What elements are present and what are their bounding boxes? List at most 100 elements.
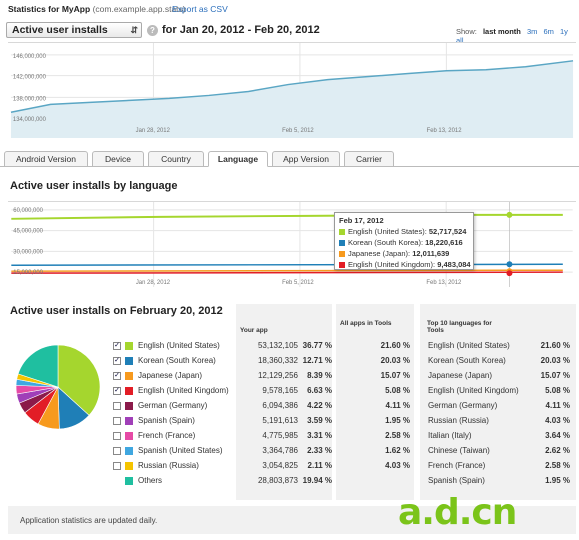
- language-name: English (United Kingdom): [138, 386, 229, 395]
- pie-slice: [17, 344, 59, 388]
- row-checkbox[interactable]: [113, 402, 121, 410]
- time-range-options: Show: last month 3m 6m 1y all: [452, 27, 579, 45]
- range-6m[interactable]: 6m: [543, 27, 554, 36]
- table-row: Others 28,803,873 19.94 %: [113, 474, 413, 489]
- range-all[interactable]: all: [456, 36, 464, 45]
- all-apps-percent: 15.07 %: [380, 371, 410, 380]
- language-percent: 21.60 %: [540, 341, 570, 350]
- row-checkbox[interactable]: [113, 462, 121, 470]
- x-tick: Jan 28, 2012: [136, 280, 170, 286]
- install-percent: 2.33 %: [307, 446, 332, 455]
- color-swatch: [125, 387, 133, 395]
- tab-app-version[interactable]: App Version: [272, 151, 340, 167]
- date-range: for Jan 20, 2012 - Feb 20, 2012: [162, 24, 320, 36]
- tooltip-row: Korean (South Korea): 18,220,616: [339, 237, 469, 248]
- top10-row: German (Germany) 4.11 %: [428, 399, 572, 414]
- install-count: 28,803,873: [257, 476, 298, 485]
- tab-language[interactable]: Language: [208, 151, 268, 167]
- page-title: Statistics for MyApp (com.example.app.st…: [8, 4, 186, 14]
- language-percent: 15.07 %: [540, 371, 570, 380]
- table-row: ✓ English (United States) 53,132,105 36.77 …: [113, 339, 413, 354]
- color-swatch: [125, 432, 133, 440]
- help-icon[interactable]: ?: [147, 25, 158, 36]
- top10-row: English (United States) 21.60 %: [428, 339, 572, 354]
- color-swatch: [125, 372, 133, 380]
- export-csv-link[interactable]: Export as CSV: [172, 4, 228, 14]
- all-apps-percent: 2.58 %: [385, 431, 410, 440]
- color-swatch: [125, 402, 133, 410]
- table-row: French (France) 4,775,985 3.31 % 2.58 %: [113, 429, 413, 444]
- install-percent: 3.59 %: [307, 416, 332, 425]
- install-percent: 8.39 %: [307, 371, 332, 380]
- all-apps-percent: 20.03 %: [380, 356, 410, 365]
- range-last-month[interactable]: last month: [482, 27, 521, 36]
- language-name: Japanese (Japan): [138, 371, 203, 380]
- y-tick: 30,000,000: [13, 249, 43, 255]
- all-apps-panel: [336, 304, 414, 500]
- language-name: English (United Kingdom): [428, 386, 519, 395]
- install-percent: 19.94 %: [302, 476, 332, 485]
- top10-row: French (France) 2.58 %: [428, 459, 572, 474]
- language-name: Russian (Russia): [138, 461, 199, 470]
- tab-device[interactable]: Device: [92, 151, 144, 167]
- pie-slice: [57, 344, 101, 416]
- metric-select[interactable]: Active user installs ⇵: [6, 22, 142, 38]
- language-percent: 1.95 %: [545, 476, 570, 485]
- install-count: 5,191,613: [262, 416, 298, 425]
- row-checkbox[interactable]: ✓: [113, 342, 121, 350]
- watermark-logo: a.d.cn: [398, 492, 517, 533]
- all-apps-percent: 21.60 %: [380, 341, 410, 350]
- y-tick: 134,000,000: [13, 117, 47, 123]
- color-swatch: [125, 342, 133, 350]
- chevron-updown-icon: ⇵: [130, 25, 138, 35]
- top10-row: Chinese (Taiwan) 2.62 %: [428, 444, 572, 459]
- language-percent: 2.58 %: [545, 461, 570, 470]
- color-swatch: [125, 417, 133, 425]
- table-row: ✓ Korean (South Korea) 18,360,332 12.71 % 20…: [113, 354, 413, 369]
- x-tick: Feb 5, 2012: [282, 128, 314, 134]
- row-checkbox[interactable]: ✓: [113, 357, 121, 365]
- top10-row: Korean (South Korea) 20.03 %: [428, 354, 572, 369]
- top10-row: Spanish (Spain) 1.95 %: [428, 474, 572, 489]
- language-name: Korean (South Korea): [428, 356, 506, 365]
- install-percent: 2.11 %: [307, 461, 332, 470]
- all-apps-percent: 4.03 %: [385, 461, 410, 470]
- install-count: 9,578,165: [262, 386, 298, 395]
- show-label: Show:: [456, 27, 477, 36]
- y-tick: 45,000,000: [13, 229, 43, 235]
- tab-country[interactable]: Country: [148, 151, 204, 167]
- language-name: English (United States): [138, 341, 220, 350]
- top10-row: English (United Kingdom) 5.08 %: [428, 384, 572, 399]
- y-tick: 142,000,000: [13, 75, 47, 81]
- chart-tooltip: Feb 17, 2012 English (United States): 52…: [334, 212, 474, 270]
- tab-carrier[interactable]: Carrier: [344, 151, 394, 167]
- package-name: (com.example.app.stats): [92, 4, 186, 14]
- all-apps-percent: 4.11 %: [385, 401, 410, 410]
- top10-panel: [420, 304, 576, 500]
- range-3m[interactable]: 3m: [526, 27, 538, 36]
- top10-row: Japanese (Japan) 15.07 %: [428, 369, 572, 384]
- row-checkbox[interactable]: [113, 417, 121, 425]
- row-checkbox[interactable]: ✓: [113, 372, 121, 380]
- top10-row: Russian (Russia) 4.03 %: [428, 414, 572, 429]
- x-tick: Feb 13, 2012: [427, 128, 462, 134]
- row-checkbox[interactable]: ✓: [113, 387, 121, 395]
- language-name: English (United States): [428, 341, 510, 350]
- color-swatch: [125, 357, 133, 365]
- language-name: Russian (Russia): [428, 416, 489, 425]
- range-1y[interactable]: 1y: [560, 27, 568, 36]
- row-checkbox[interactable]: [113, 432, 121, 440]
- tooltip-row: English (United Kingdom): 9,483,084: [339, 259, 471, 270]
- table-row: ✓ Japanese (Japan) 12,129,256 8.39 % 15.07 %: [113, 369, 413, 384]
- row-checkbox[interactable]: [113, 447, 121, 455]
- tooltip-row: Japanese (Japan): 12,011,639: [339, 248, 469, 259]
- y-tick: 138,000,000: [13, 96, 47, 102]
- language-pie-chart: [15, 344, 101, 430]
- tab-android-version[interactable]: Android Version: [4, 151, 88, 167]
- installs-area-chart: 146,000,000 142,000,000 138,000,000 134,…: [8, 42, 576, 138]
- all-apps-percent: 1.62 %: [385, 446, 410, 455]
- install-percent: 4.22 %: [307, 401, 332, 410]
- x-tick: Feb 5, 2012: [282, 280, 314, 286]
- install-percent: 36.77 %: [302, 341, 332, 350]
- table-row: Russian (Russia) 3,054,825 2.11 % 4.03 %: [113, 459, 413, 474]
